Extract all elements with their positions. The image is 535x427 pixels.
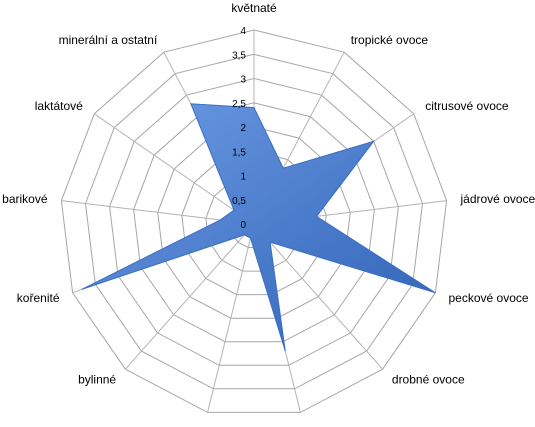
category-label: květnaté	[231, 1, 277, 15]
value-axis-ticks: 0 0,5 1 1,5 2 2,5 3 3,5 4	[232, 26, 246, 231]
category-label: kořenité	[17, 291, 60, 305]
category-label: karamelizované	[120, 425, 204, 427]
category-label: jádrové ovoce	[460, 192, 535, 206]
grid-ring	[60, 29, 448, 413]
grid-ring	[109, 77, 399, 366]
tick-label: 4	[240, 26, 246, 37]
tick-label: 1,5	[232, 147, 246, 158]
category-label: sušené a kandované ovoce	[304, 425, 450, 427]
category-label: bylinné	[78, 373, 116, 387]
spoke-line	[125, 223, 255, 370]
tick-label: 2,5	[232, 99, 246, 110]
tick-label: 0	[240, 220, 246, 231]
data-area-group	[81, 103, 436, 352]
category-label: barikové	[2, 192, 48, 206]
series-area	[81, 103, 436, 352]
tick-label: 1	[240, 172, 246, 183]
tick-label: 2	[240, 123, 246, 134]
spoke-line	[207, 223, 255, 413]
spoke-line	[94, 113, 255, 225]
category-label: tropické ovoce	[351, 33, 429, 47]
category-label: peckové ovoce	[449, 291, 529, 305]
category-label: citrusové ovoce	[425, 99, 509, 113]
grid-ring	[84, 53, 424, 390]
category-label: drobné ovoce	[392, 373, 465, 387]
category-label: minerální a ostatní	[59, 33, 158, 47]
tick-label: 0,5	[232, 196, 246, 207]
category-label: laktátové	[35, 99, 83, 113]
grid-ring	[133, 102, 375, 343]
tick-label: 3	[240, 75, 246, 86]
tick-label: 3,5	[232, 50, 246, 61]
spoke-line	[253, 223, 383, 370]
